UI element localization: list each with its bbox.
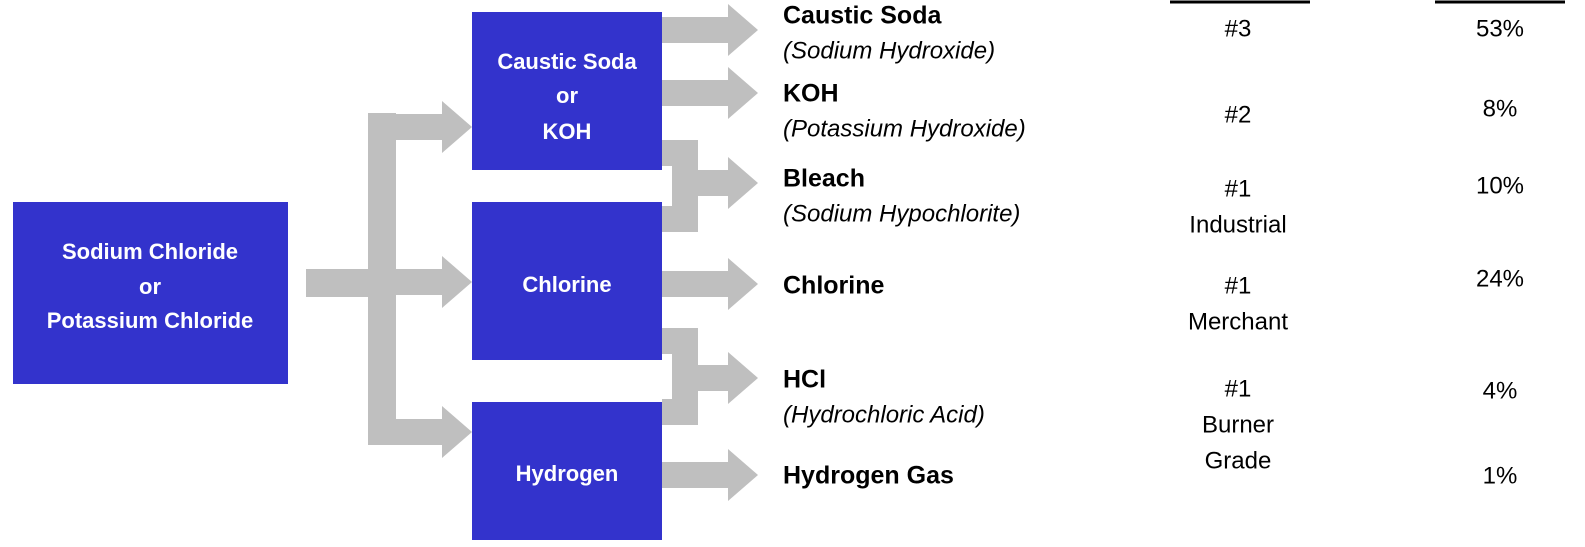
rank: Grade [1205, 447, 1272, 474]
box-label: Chlorine [522, 272, 611, 297]
connector [662, 399, 698, 425]
intermediate-box [472, 402, 662, 540]
arrow [368, 101, 472, 153]
arrow [396, 256, 472, 308]
intermediate-box [472, 12, 662, 170]
product-name: HCl [783, 366, 826, 394]
box-label: Hydrogen [516, 461, 619, 486]
product-name: Chlorine [783, 272, 884, 300]
product-detail: (Potassium Hydroxide) [783, 115, 1026, 142]
rank: Industrial [1189, 211, 1286, 238]
arrow [662, 449, 758, 501]
product-detail: (Sodium Hydroxide) [783, 37, 995, 64]
share: 53% [1476, 15, 1524, 42]
source-box [13, 202, 288, 384]
product-detail: (Sodium Hypochlorite) [783, 200, 1020, 227]
arrow [672, 352, 758, 404]
rank: #1 [1225, 272, 1252, 299]
box-label: KOH [543, 119, 592, 144]
connector [306, 269, 376, 297]
connector [662, 206, 698, 232]
rank: #1 [1225, 375, 1252, 402]
product-name: Bleach [783, 165, 865, 193]
rank: #1 [1225, 175, 1252, 202]
share: 24% [1476, 265, 1524, 292]
share: 8% [1483, 95, 1518, 122]
share: 10% [1476, 172, 1524, 199]
arrow [662, 258, 758, 310]
arrow [368, 406, 472, 458]
connector [368, 113, 396, 445]
box-label: or [556, 83, 578, 108]
product-detail: (Hydrochloric Acid) [783, 401, 985, 428]
arrow [662, 67, 758, 119]
box-label: Caustic Soda [497, 49, 637, 74]
arrow [662, 4, 758, 56]
share: 1% [1483, 462, 1518, 489]
rank: #3 [1225, 15, 1252, 42]
product-name: KOH [783, 80, 839, 108]
box-label: Potassium Chloride [47, 308, 254, 333]
box-label: Sodium Chloride [62, 239, 238, 264]
product-name: Hydrogen Gas [783, 462, 954, 490]
arrow [672, 157, 758, 209]
rank: Burner [1202, 411, 1274, 438]
rank: Merchant [1188, 308, 1288, 335]
box-label: or [139, 274, 161, 299]
rank: #2 [1225, 101, 1252, 128]
product-name: Caustic Soda [783, 2, 942, 30]
share: 4% [1483, 377, 1518, 404]
intermediate-box [472, 202, 662, 360]
